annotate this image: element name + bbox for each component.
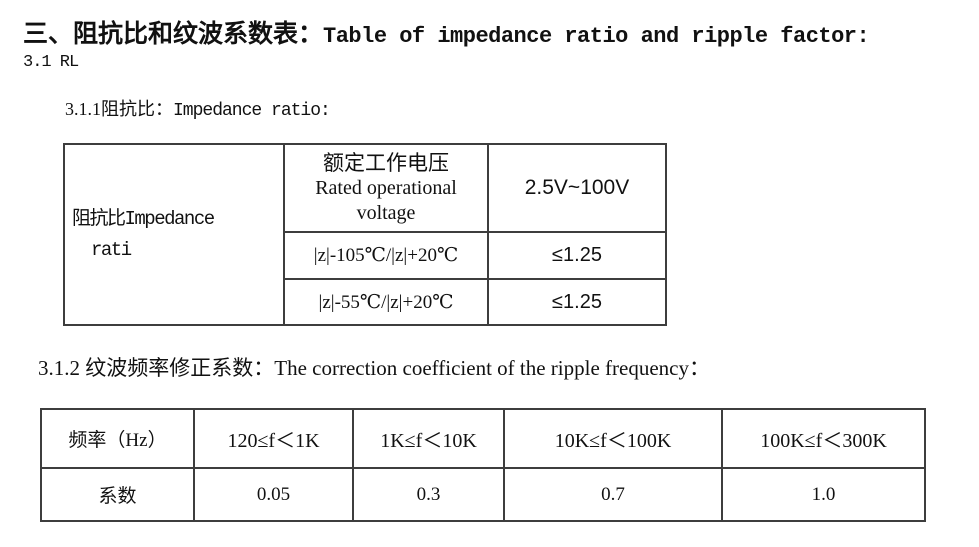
frequency-range-cell: 10K≤f＜100K [503, 408, 723, 469]
rated-voltage-zh: 额定工作电压 [323, 150, 449, 175]
section-3-1-heading: 3.1 RL [23, 53, 79, 72]
impedance-ratio-table: 阻抗比Impedance rati 额定工作电压 Rated operation… [63, 143, 667, 326]
value-cell: ≤1.25 [487, 231, 667, 280]
coefficient-value-cell: 0.05 [193, 467, 354, 522]
section-3-1-1-zh: 3.1.1阻抗比： [65, 99, 173, 119]
frequency-range-cell: 1K≤f＜10K [352, 408, 505, 469]
coefficient-value-cell: 0.3 [352, 467, 505, 522]
table-row: |z|-105℃/|z|+20℃ ≤1.25 [64, 231, 667, 280]
condition-cell: |z|-105℃/|z|+20℃ [283, 231, 489, 280]
coefficient-value-cell: 0.7 [503, 467, 723, 522]
page-title-en: Table of impedance ratio and ripple fact… [323, 24, 870, 49]
page-title-zh: 三、阻抗比和纹波系数表： [23, 21, 324, 48]
frequency-range-cell: 100K≤f＜300K [721, 408, 926, 469]
table-row: 系数 0.05 0.3 0.7 1.0 [40, 467, 926, 522]
impedance-label-line2: rati [91, 238, 132, 261]
section-3-1-2-zh: 3.1.2 纹波频率修正系数： [38, 356, 275, 380]
frequency-range-cell: 120≤f＜1K [193, 408, 354, 469]
table-row: 频率（Hz） 120≤f＜1K 1K≤f＜10K 10K≤f＜100K 100K… [40, 408, 926, 469]
ripple-frequency-table: 频率（Hz） 120≤f＜1K 1K≤f＜10K 10K≤f＜100K 100K… [40, 408, 926, 522]
rated-voltage-en-line2: voltage [356, 202, 416, 225]
section-3-1-1-en: Impedance ratio: [173, 101, 331, 121]
coefficient-label-cell: 系数 [40, 467, 195, 522]
table-row: |z|-55℃/|z|+20℃ ≤1.25 [64, 278, 667, 326]
section-3-1-2-en: The correction coefficient of the ripple… [274, 356, 710, 380]
rated-voltage-en-line1: Rated operational [315, 177, 457, 200]
condition-cell: |z|-55℃/|z|+20℃ [283, 278, 489, 326]
impedance-row-header-cell: 阻抗比Impedance rati [63, 143, 285, 326]
voltage-range-cell: 2.5V~100V [487, 143, 667, 233]
section-3-1-2-heading: 3.1.2 纹波频率修正系数：The correction coefficien… [38, 352, 710, 382]
value-cell: ≤1.25 [487, 278, 667, 326]
frequency-header-cell: 频率（Hz） [40, 408, 195, 469]
page-title: 三、阻抗比和纹波系数表：Table of impedance ratio and… [23, 14, 870, 50]
impedance-label-line1: 阻抗比Impedance [72, 208, 215, 231]
coefficient-value-cell: 1.0 [721, 467, 926, 522]
table-row: 阻抗比Impedance rati 额定工作电压 Rated operation… [63, 143, 667, 326]
rated-voltage-header-cell: 额定工作电压 Rated operational voltage [283, 143, 489, 233]
section-3-1-1-heading: 3.1.1阻抗比：Impedance ratio: [65, 95, 331, 121]
